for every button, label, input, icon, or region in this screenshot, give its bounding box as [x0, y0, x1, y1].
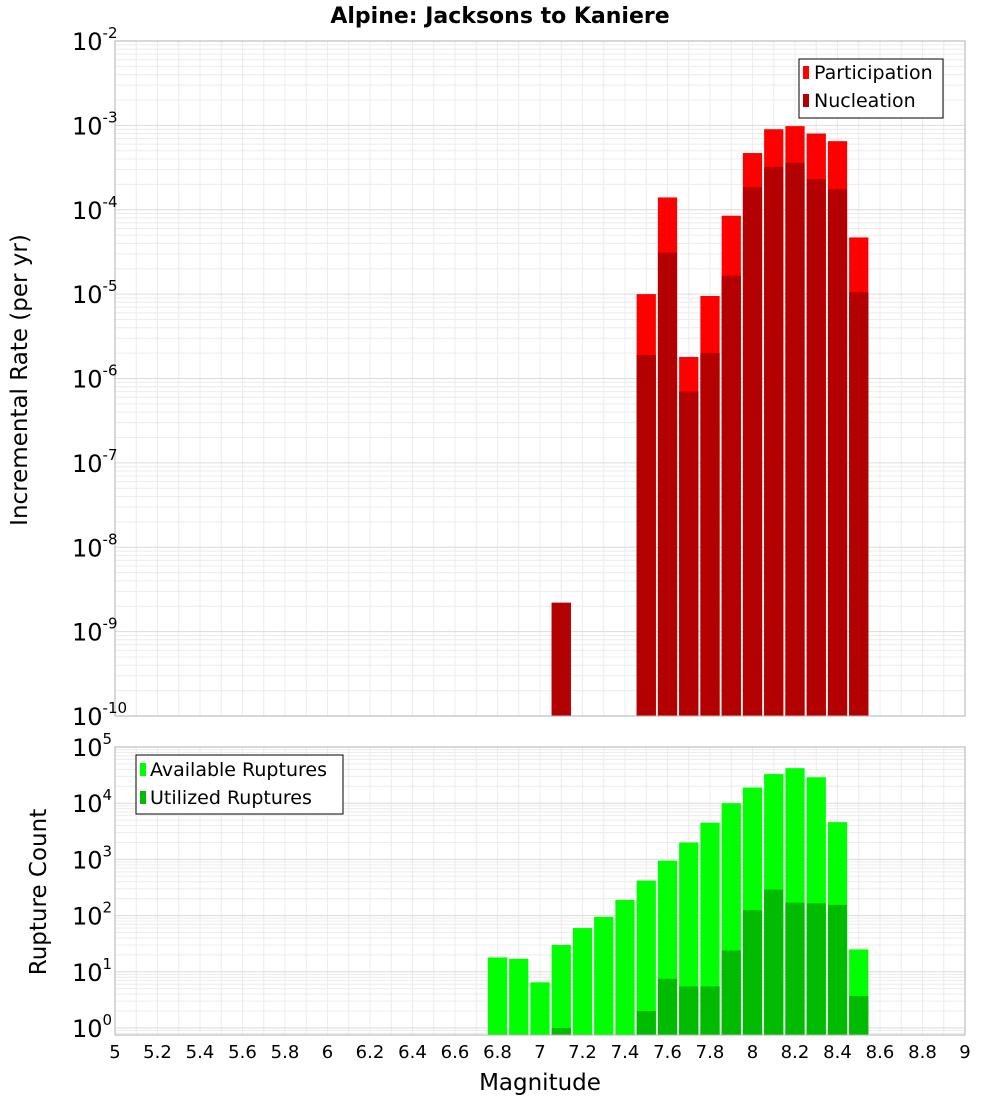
bar-nucleation-7-5 — [636, 354, 656, 716]
bar-nucleation-8 — [742, 187, 763, 716]
y-tick-label: 101 — [72, 955, 112, 987]
y-tick-label: 10-10 — [72, 699, 127, 731]
chart-title: Alpine: Jacksons to Kaniere — [330, 4, 669, 29]
x-tick-label: 8.4 — [823, 1042, 852, 1063]
y-tick-label: 103 — [72, 842, 112, 874]
count-y-ticks: 100 101 102 103 104 105 — [72, 730, 112, 1043]
bar-nucleation-8-3 — [806, 179, 826, 717]
legend-swatch-available — [140, 763, 146, 776]
bar-utilized-8-4 — [827, 904, 848, 1035]
bar-available-7-1 — [551, 944, 571, 1035]
bar-utilized-8 — [742, 910, 763, 1035]
rate-bars — [551, 126, 869, 717]
y-tick-label: 10-9 — [72, 615, 118, 647]
bar-nucleation-7-9 — [721, 275, 741, 716]
count-plot-frame — [114, 746, 966, 1036]
bar-nucleation-8-5 — [849, 292, 869, 716]
rate-y-ticks: 10-10 10-9 10-8 10-7 10-6 10-5 10-4 10-3 10-2 — [72, 24, 127, 731]
x-tick-label: 6.6 — [441, 1042, 470, 1063]
x-tick-label: 8.8 — [908, 1042, 937, 1063]
x-tick-label: 7.6 — [653, 1042, 682, 1063]
bar-utilized-7-9 — [721, 950, 741, 1035]
x-tick-label: 7.2 — [568, 1042, 597, 1063]
x-ticks: 5 5.2 5.4 5.6 5.8 6 6.2 6.4 6.6 6.8 7 7.2 7.4 7.6 7.8 8… — [109, 1042, 970, 1063]
y-tick-label: 100 — [72, 1011, 112, 1043]
x-axis-label: Magnitude — [479, 1070, 601, 1096]
rate-grid — [114, 40, 966, 717]
bar-nucleation-8-2 — [785, 162, 805, 716]
bar-utilized-7-1 — [551, 1027, 571, 1035]
x-tick-label: 8 — [747, 1042, 758, 1063]
rate-legend-box — [798, 58, 944, 119]
count-legend-box — [135, 754, 344, 815]
bar-available-7-8 — [700, 822, 720, 1035]
legend-label-available: Available Ruptures — [150, 759, 327, 781]
legend-swatch-utilized — [140, 791, 146, 804]
x-tick-label: 8.6 — [866, 1042, 895, 1063]
bar-available-7-2 — [572, 928, 593, 1035]
x-tick-label: 5.4 — [186, 1042, 215, 1063]
rate-y-axis-label: Incremental Rate (per yr) — [7, 234, 33, 526]
bar-available-6-8 — [487, 957, 508, 1035]
x-tick-label: 9 — [959, 1042, 970, 1063]
bar-available-6-9 — [509, 958, 529, 1035]
y-tick-label: 10-4 — [72, 193, 118, 225]
x-tick-label: 6 — [322, 1042, 333, 1063]
rate-legend: Participation Nucleation — [798, 58, 944, 119]
y-tick-label: 104 — [72, 786, 112, 818]
x-tick-label: 5.8 — [271, 1042, 300, 1063]
y-tick-label: 10-2 — [72, 24, 118, 56]
bar-available-7-4 — [615, 899, 635, 1035]
y-tick-label: 10-7 — [72, 446, 118, 478]
bar-nucleation-7-7 — [679, 391, 699, 716]
bar-utilized-7-6 — [657, 978, 678, 1035]
legend-label-nucleation: Nucleation — [814, 90, 916, 112]
bar-nucleation-8-4 — [827, 189, 848, 717]
x-tick-label: 6.4 — [398, 1042, 427, 1063]
x-tick-label: 7.8 — [696, 1042, 725, 1063]
x-tick-label: 6.8 — [483, 1042, 512, 1063]
legend-label-participation: Participation — [814, 62, 933, 84]
y-tick-label: 105 — [72, 730, 112, 762]
x-tick-label: 8.2 — [781, 1042, 810, 1063]
x-tick-label: 7 — [534, 1042, 545, 1063]
y-tick-label: 102 — [72, 899, 112, 931]
x-tick-label: 5 — [109, 1042, 120, 1063]
bar-utilized-8-3 — [806, 903, 826, 1035]
x-tick-label: 7.4 — [611, 1042, 640, 1063]
x-tick-label: 5.6 — [228, 1042, 257, 1063]
legend-swatch-nucleation — [803, 94, 809, 107]
y-tick-label: 10-6 — [72, 362, 118, 394]
legend-label-utilized: Utilized Ruptures — [150, 787, 312, 809]
bar-utilized-8-5 — [849, 996, 869, 1035]
x-tick-label: 6.2 — [356, 1042, 385, 1063]
bar-available-7-3 — [594, 916, 614, 1035]
y-tick-label: 10-8 — [72, 530, 118, 562]
y-tick-label: 10-5 — [72, 277, 118, 309]
bar-nucleation-7-1 — [551, 602, 571, 716]
count-y-axis-label: Rupture Count — [26, 809, 52, 975]
bar-nucleation-7-6 — [657, 252, 678, 717]
x-tick-label: 5.2 — [143, 1042, 172, 1063]
count-bars — [487, 768, 869, 1035]
rate-panel: 10-10 10-9 10-8 10-7 10-6 10-5 10-4 10-3 10-2 In… — [7, 24, 966, 731]
bar-utilized-8-2 — [785, 902, 805, 1035]
count-legend: Available Ruptures Utilized Ruptures — [135, 754, 344, 815]
rate-plot-frame — [114, 40, 966, 717]
bar-nucleation-8-1 — [764, 167, 784, 716]
bar-utilized-7-5 — [636, 1011, 656, 1035]
legend-swatch-participation — [803, 66, 809, 79]
y-tick-label: 10-3 — [72, 108, 118, 140]
bar-available-7-5 — [636, 880, 656, 1035]
bar-available-7 — [530, 982, 550, 1035]
bar-utilized-8-1 — [764, 889, 784, 1035]
bar-nucleation-7-8 — [700, 353, 720, 716]
bar-utilized-7-7 — [679, 986, 699, 1035]
bar-utilized-7-8 — [700, 986, 720, 1035]
count-panel: 100 101 102 103 104 105 5 5.2 5.4 5.6 5.8 6 6.2 6.4 6… — [26, 730, 971, 1096]
